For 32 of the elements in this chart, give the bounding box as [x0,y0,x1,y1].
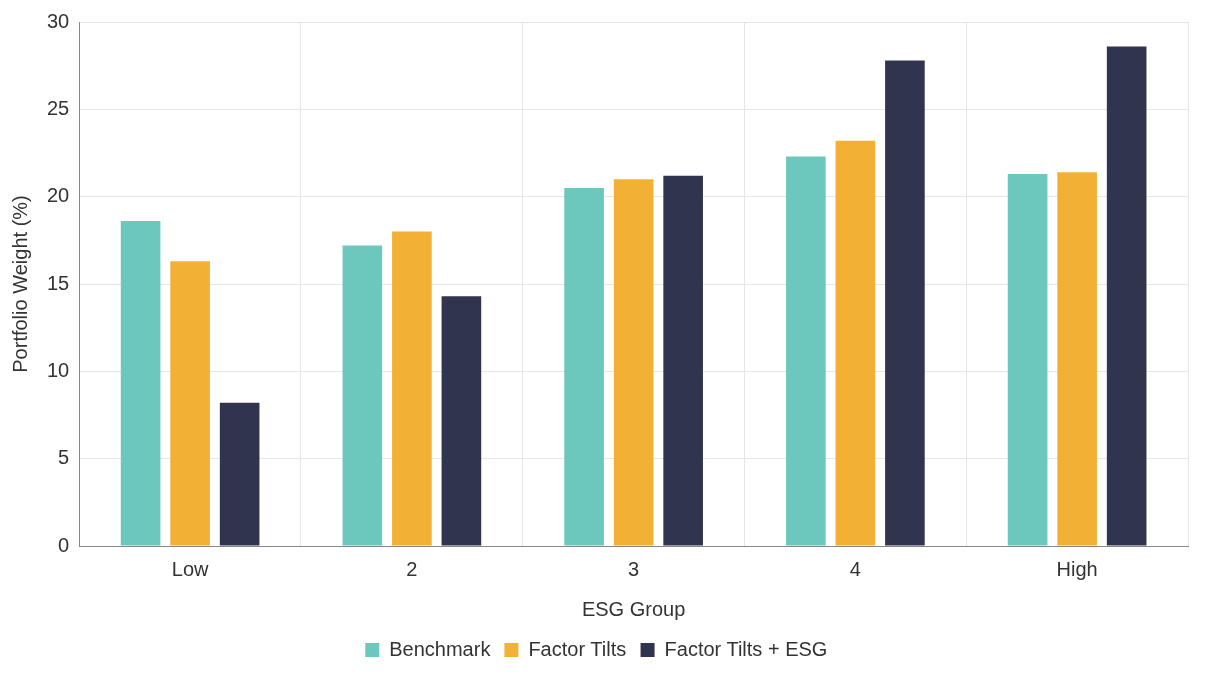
bar [170,261,210,546]
bar [613,179,654,546]
y-tick-label: 30 [47,9,70,32]
bar [663,175,703,546]
x-tick-label: High [1056,557,1098,580]
bar [885,60,925,546]
bar [835,140,876,546]
y-tick-label: 25 [47,96,70,119]
bar [1007,173,1048,546]
y-tick-label: 0 [58,533,70,556]
bar [564,187,604,546]
y-axis-title: Portfolio Weight (%) [8,195,31,373]
y-tick-label: 20 [47,184,70,207]
x-tick-label: 4 [849,557,861,580]
y-tick-label: 5 [58,446,70,469]
bar [392,231,432,546]
bar [1057,172,1097,546]
bar [786,156,826,546]
bar [120,221,161,546]
x-axis-title: ESG Group [581,597,686,620]
x-tick-label: 2 [406,557,418,580]
bar [1106,46,1147,546]
y-tick-label: 15 [47,271,70,294]
bar [441,296,482,546]
legend-label: Factor Tilts [528,637,627,660]
x-tick-label: 3 [628,557,640,580]
legend-label: Benchmark [389,637,492,660]
x-tick-label: Low [171,557,210,580]
y-tick-label: 10 [47,358,70,381]
legend-label: Factor Tilts + ESG [664,637,828,660]
bar [342,245,383,546]
bar [219,402,260,546]
